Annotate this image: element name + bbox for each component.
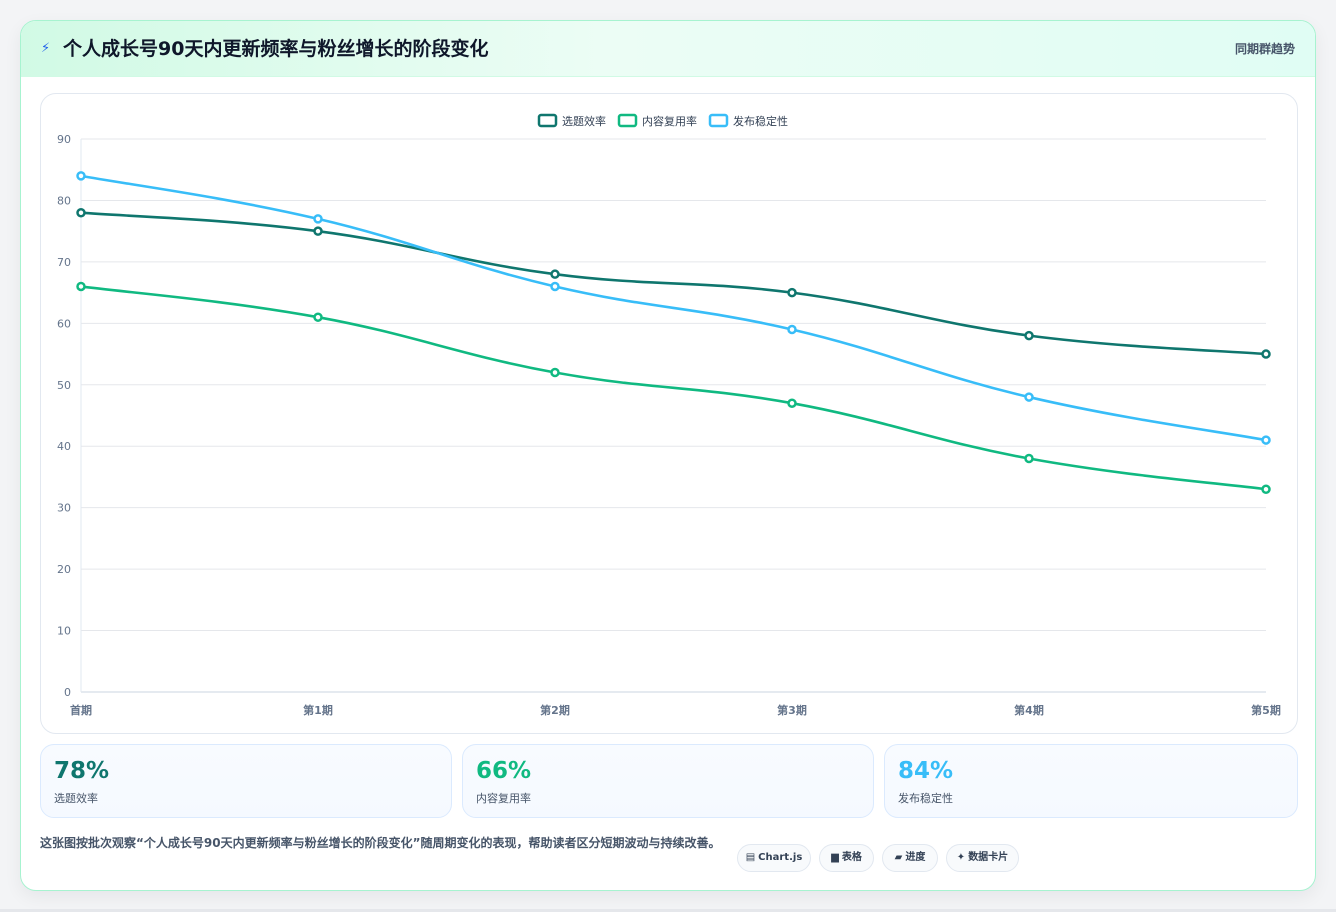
series-line-1 xyxy=(80,211,1267,356)
x-tick-label: 第4期 xyxy=(1014,703,1044,717)
x-tick-label: 第2期 xyxy=(540,703,570,717)
tag-label: 数据卡片 xyxy=(968,852,1009,863)
tag-label: 进度 xyxy=(905,852,926,863)
stat-card-content-reuse: 66% 内容复用率 xyxy=(462,744,874,818)
stat-value: 84% xyxy=(898,758,954,784)
trend-type-label: 同期群趋势 xyxy=(1234,42,1295,56)
chart-card: ⚡ 个人成长号90天内更新频率与粉丝增长的阶段变化 同期群趋势 0 10 20 30 4… xyxy=(20,20,1316,891)
data-point xyxy=(76,171,86,181)
data-point xyxy=(1024,392,1034,402)
line-chart: 0 10 20 30 40 50 60 70 80 90 首期 第1期 第2期 第3期 第4期 第5期 选题效率… xyxy=(57,113,1281,717)
tag-label: 表格 xyxy=(841,852,862,863)
card-header: ⚡ 个人成长号90天内更新频率与粉丝增长的阶段变化 同期群趋势 xyxy=(21,21,1315,77)
page-title: 个人成长号90天内更新频率与粉丝增长的阶段变化 xyxy=(63,38,489,60)
progress-icon: ▰ xyxy=(894,852,903,863)
data-point xyxy=(313,226,323,236)
y-tick-label: 40 xyxy=(57,440,71,453)
data-point xyxy=(76,281,86,292)
bottom-divider xyxy=(0,909,1336,912)
stat-card-publish-stability: 84% 发布稳定性 xyxy=(884,744,1298,818)
stat-value: 78% xyxy=(54,758,110,784)
x-tick-label: 第1期 xyxy=(303,703,333,717)
tag-progress[interactable]: ▰ 进度 xyxy=(882,844,938,872)
tag-chartjs[interactable]: ▤ Chart.js xyxy=(737,844,811,872)
stat-card-topic-efficiency: 78% 选题效率 xyxy=(40,744,452,818)
x-tick-label: 首期 xyxy=(70,703,92,717)
stat-label: 内容复用率 xyxy=(476,792,531,805)
y-tick-label: 30 xyxy=(57,502,71,515)
data-point xyxy=(1024,330,1034,341)
data-point xyxy=(76,207,86,218)
y-tick-label: 0 xyxy=(64,686,71,699)
data-point xyxy=(787,324,797,335)
y-tick-label: 80 xyxy=(57,194,71,207)
stat-label: 选题效率 xyxy=(54,792,98,805)
y-tick-label: 70 xyxy=(57,256,71,269)
y-tick-label: 50 xyxy=(57,379,71,392)
data-point xyxy=(313,312,323,322)
legend-swatch xyxy=(617,113,638,128)
y-tick-label: 60 xyxy=(57,317,71,330)
y-tick-label: 10 xyxy=(57,625,71,638)
data-point xyxy=(550,269,560,279)
sparkle-icon: ✦ xyxy=(956,852,966,863)
data-point xyxy=(1024,453,1034,464)
lightning-icon: ⚡ xyxy=(41,41,51,56)
x-tick-label: 第5期 xyxy=(1251,703,1281,717)
data-point xyxy=(550,367,560,378)
chart-icon: ▤ xyxy=(745,852,756,863)
data-point xyxy=(313,214,323,224)
data-point xyxy=(1261,484,1271,494)
stat-value: 66% xyxy=(476,758,532,784)
tag-data-card[interactable]: ✦ 数据卡片 xyxy=(946,844,1019,872)
data-point xyxy=(787,398,797,408)
legend-label: 内容复用率 xyxy=(642,114,697,128)
legend-label: 发布稳定性 xyxy=(733,114,788,128)
x-tick-label: 第3期 xyxy=(777,703,807,717)
chart-container: 0 10 20 30 40 50 60 70 80 90 首期 第1期 第2期 第3期 第4期 第5期 选题效率… xyxy=(40,93,1298,734)
table-icon: ▆ xyxy=(831,852,839,863)
y-tick-label: 20 xyxy=(57,563,71,576)
tag-table[interactable]: ▆ 表格 xyxy=(819,844,874,872)
stat-label: 发布稳定性 xyxy=(898,792,953,805)
y-tick-label: 90 xyxy=(57,133,71,146)
data-point xyxy=(1261,349,1271,359)
legend-swatch xyxy=(708,113,729,128)
data-point xyxy=(787,287,797,298)
legend-label: 选题效率 xyxy=(562,114,606,128)
tag-label: Chart.js xyxy=(758,852,803,863)
legend-swatch xyxy=(537,113,558,128)
data-point xyxy=(1261,435,1271,445)
series-line-3 xyxy=(80,174,1267,442)
series-line-2 xyxy=(80,285,1267,491)
data-point xyxy=(550,281,560,292)
chart-description: 这张图按批次观察“个人成长号90天内更新频率与粉丝增长的阶段变化”随周期变化的表… xyxy=(40,836,721,850)
